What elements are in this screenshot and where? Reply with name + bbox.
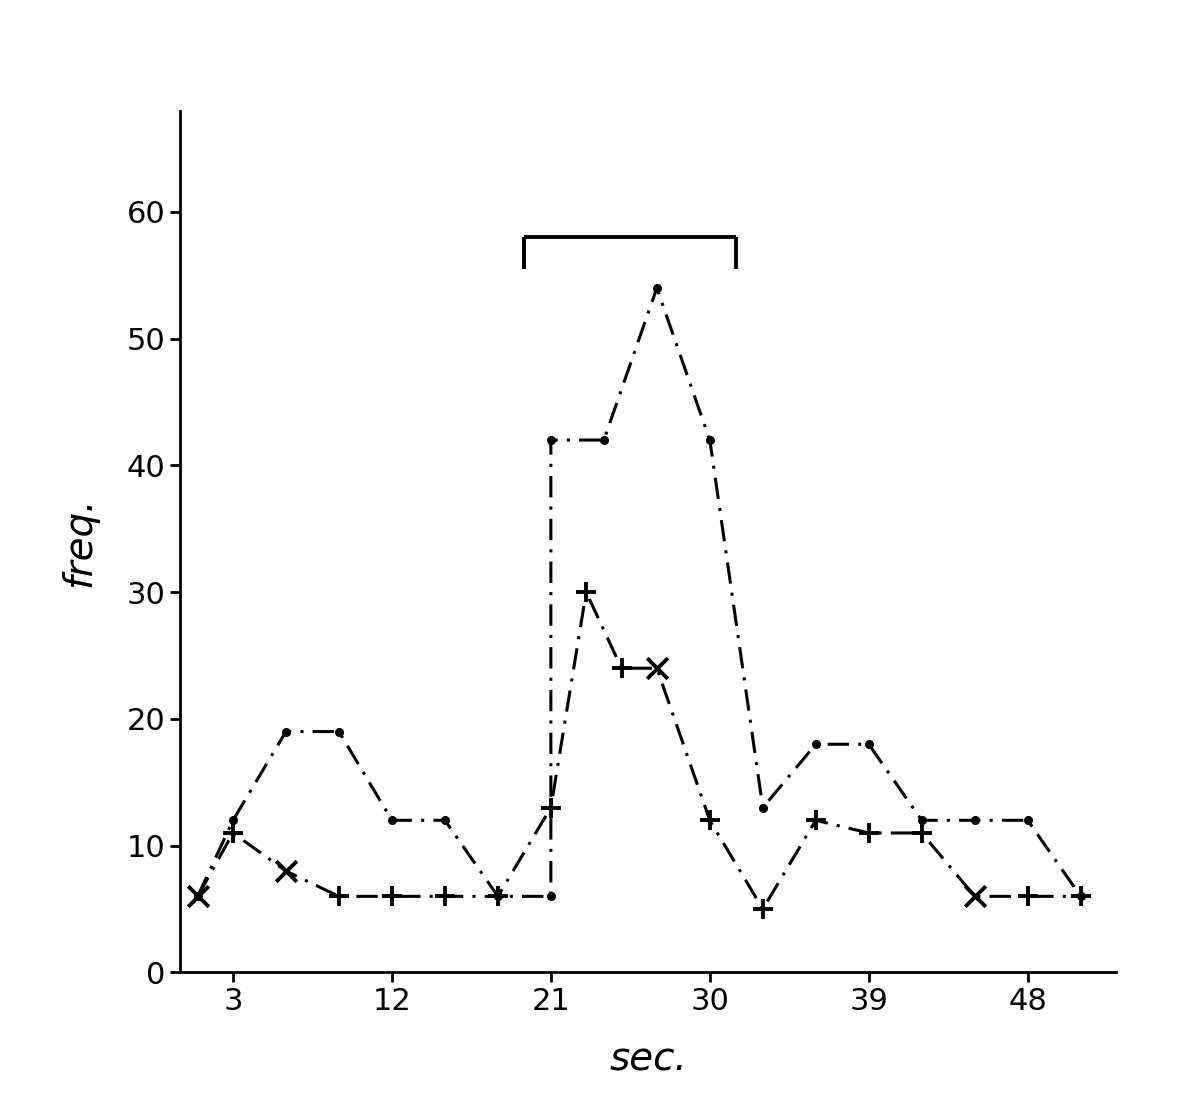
Point xyxy=(859,824,878,842)
X-axis label: sec.: sec. xyxy=(610,1041,686,1078)
Point xyxy=(188,887,208,905)
Point xyxy=(276,862,295,880)
Point xyxy=(383,887,402,905)
Point xyxy=(701,811,720,829)
Point xyxy=(912,824,931,842)
Point xyxy=(647,660,666,677)
Point xyxy=(488,887,508,905)
Point xyxy=(806,811,826,829)
Point xyxy=(329,887,348,905)
Point xyxy=(541,799,560,817)
Point xyxy=(1072,887,1091,905)
Point xyxy=(223,824,242,842)
Point xyxy=(754,901,773,918)
Point xyxy=(576,583,595,601)
Point xyxy=(1018,887,1037,905)
Point xyxy=(612,660,631,677)
Point xyxy=(436,887,455,905)
Point xyxy=(965,887,984,905)
Y-axis label: freq.: freq. xyxy=(61,496,98,587)
